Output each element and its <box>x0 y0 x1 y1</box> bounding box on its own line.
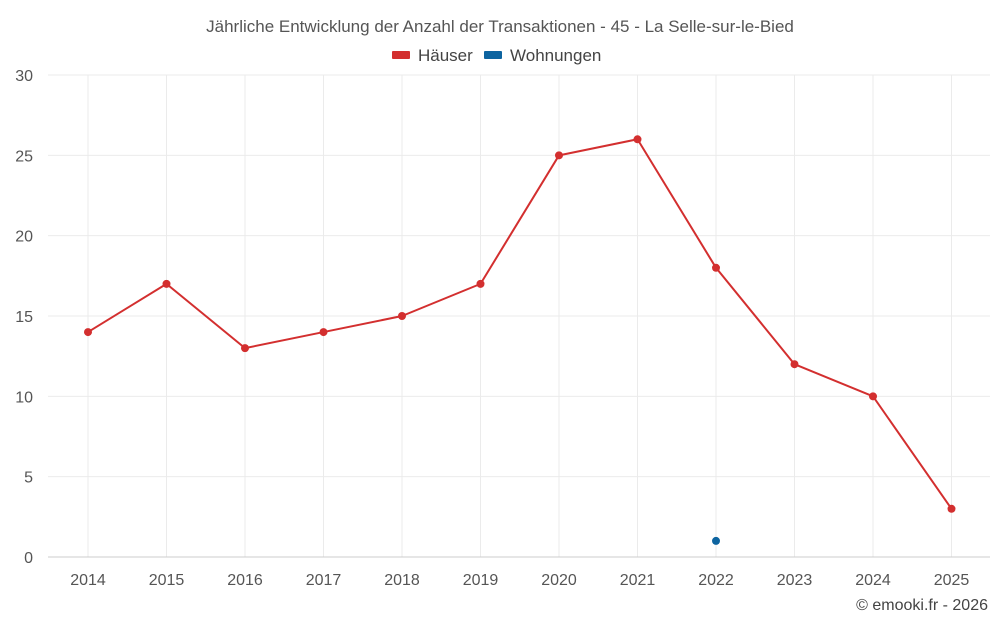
series-1 <box>712 536 720 545</box>
series-line-0 <box>87 138 953 510</box>
data-point[interactable] <box>869 392 877 401</box>
y-axis: 0 5 10 15 20 25 30 <box>15 68 33 567</box>
data-point[interactable] <box>712 536 720 545</box>
x-tick-label: 2023 <box>777 572 813 589</box>
chart-title: Jährliche Entwicklung der Anzahl der Tra… <box>206 17 794 36</box>
y-tick-label: 20 <box>15 229 33 246</box>
x-tick-label: 2015 <box>149 572 185 589</box>
data-point[interactable] <box>555 151 563 160</box>
data-point[interactable] <box>947 504 956 513</box>
grid <box>48 74 990 557</box>
legend-item-1[interactable]: Wohnungen <box>484 46 601 65</box>
data-point[interactable] <box>241 344 249 353</box>
data-point[interactable] <box>319 328 328 337</box>
legend-label-1: Wohnungen <box>510 46 601 65</box>
x-axis: 2014 2015 2016 2017 2018 2019 2020 2021 2022 2023… <box>48 556 990 589</box>
x-tick-label: 2014 <box>70 572 106 589</box>
data-point[interactable] <box>84 328 92 337</box>
y-tick-label: 10 <box>15 389 33 406</box>
legend-item-0[interactable]: Häuser <box>392 46 473 65</box>
y-tick-label: 25 <box>15 148 33 165</box>
data-point[interactable] <box>162 279 171 288</box>
data-point[interactable] <box>790 360 799 369</box>
data-point[interactable] <box>712 263 720 272</box>
y-tick-label: 15 <box>15 309 33 326</box>
legend-swatch-0 <box>392 51 410 59</box>
data-point[interactable] <box>476 279 485 288</box>
x-tick-label: 2018 <box>384 572 420 589</box>
credit-text: © emooki.fr - 2026 <box>856 597 988 614</box>
legend-swatch-1 <box>484 51 502 59</box>
data-point[interactable] <box>633 135 642 144</box>
x-tick-label: 2019 <box>463 572 499 589</box>
data-point[interactable] <box>398 312 406 320</box>
legend-label-0: Häuser <box>418 46 473 65</box>
x-tick-label: 2020 <box>541 572 577 589</box>
legend: Häuser Wohnungen <box>392 46 601 65</box>
x-tick-label: 2025 <box>934 572 970 589</box>
x-tick-label: 2024 <box>855 572 891 589</box>
series-layer <box>84 135 956 545</box>
x-tick-label: 2022 <box>698 572 734 589</box>
y-tick-label: 0 <box>24 550 33 567</box>
x-tick-label: 2017 <box>306 572 342 589</box>
y-tick-label: 30 <box>15 68 33 85</box>
x-tick-label: 2021 <box>620 572 656 589</box>
x-tick-label: 2016 <box>227 572 263 589</box>
series-0 <box>84 135 956 513</box>
y-tick-label: 5 <box>24 470 33 487</box>
